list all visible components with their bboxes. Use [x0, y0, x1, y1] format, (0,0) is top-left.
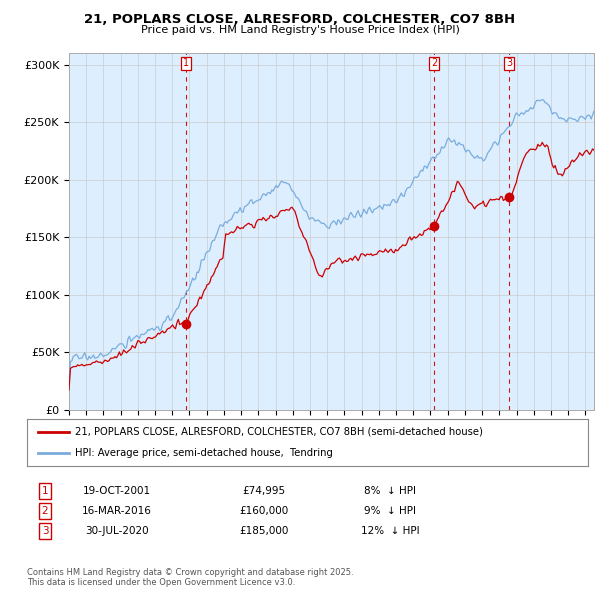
Text: £185,000: £185,000	[239, 526, 289, 536]
Text: 1: 1	[183, 58, 189, 68]
Text: 21, POPLARS CLOSE, ALRESFORD, COLCHESTER, CO7 8BH (semi-detached house): 21, POPLARS CLOSE, ALRESFORD, COLCHESTER…	[74, 427, 482, 437]
Text: 19-OCT-2001: 19-OCT-2001	[83, 486, 151, 496]
Text: 1: 1	[41, 486, 49, 496]
Text: £160,000: £160,000	[239, 506, 289, 516]
Text: 9%  ↓ HPI: 9% ↓ HPI	[364, 506, 416, 516]
Text: HPI: Average price, semi-detached house,  Tendring: HPI: Average price, semi-detached house,…	[74, 448, 332, 458]
Text: 8%  ↓ HPI: 8% ↓ HPI	[364, 486, 416, 496]
Text: 2: 2	[431, 58, 437, 68]
Text: 30-JUL-2020: 30-JUL-2020	[85, 526, 149, 536]
Text: 21, POPLARS CLOSE, ALRESFORD, COLCHESTER, CO7 8BH: 21, POPLARS CLOSE, ALRESFORD, COLCHESTER…	[85, 13, 515, 26]
Text: Price paid vs. HM Land Registry's House Price Index (HPI): Price paid vs. HM Land Registry's House …	[140, 25, 460, 35]
Text: 16-MAR-2016: 16-MAR-2016	[82, 506, 152, 516]
Text: £74,995: £74,995	[242, 486, 286, 496]
Text: 12%  ↓ HPI: 12% ↓ HPI	[361, 526, 419, 536]
Text: Contains HM Land Registry data © Crown copyright and database right 2025.
This d: Contains HM Land Registry data © Crown c…	[27, 568, 353, 587]
Text: 2: 2	[41, 506, 49, 516]
Text: 3: 3	[506, 58, 512, 68]
Text: 3: 3	[41, 526, 49, 536]
